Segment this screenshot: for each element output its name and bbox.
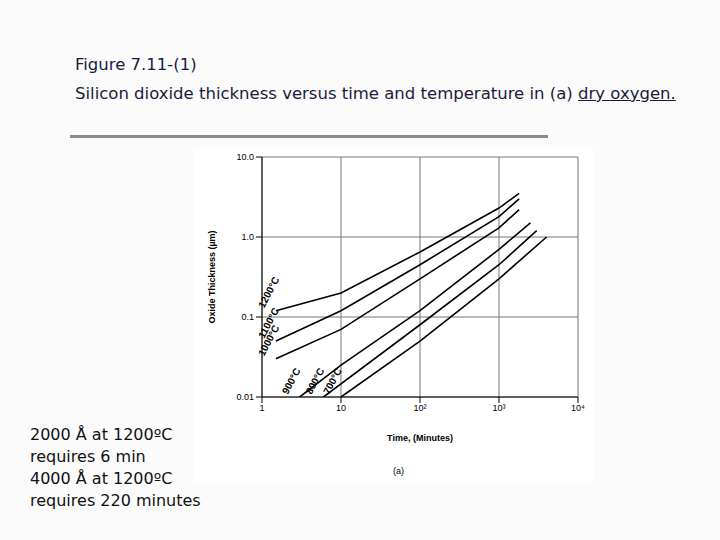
html-text:4000 Å at 1200ºC: 4000 Å at 1200ºC <box>30 469 173 488</box>
svg-text:1.0: 1.0 <box>241 232 254 242</box>
html-text:requires 6 min: requires 6 min <box>30 447 146 466</box>
svg-text:800°C: 800°C <box>303 366 327 396</box>
svg-text:10⁴: 10⁴ <box>571 403 585 413</box>
svg-text:0.1: 0.1 <box>241 312 254 322</box>
svg-text:1200°C: 1200°C <box>256 275 281 310</box>
svg-text:10.0: 10.0 <box>236 152 254 162</box>
svg-text:10³: 10³ <box>492 403 505 413</box>
html-text:(a): (a) <box>393 466 404 476</box>
svg-text:0.01: 0.01 <box>236 392 254 402</box>
svg-text:900°C: 900°C <box>280 366 303 396</box>
html-text:2000 Å at 1200ºC: 2000 Å at 1200ºC <box>30 425 173 444</box>
svg-text:1: 1 <box>259 403 264 413</box>
svg-text:1100°C: 1100°C <box>256 305 282 340</box>
svg-text:10²: 10² <box>413 403 426 413</box>
html-text:requires 220 minutes: requires 220 minutes <box>30 491 201 510</box>
svg-text:1000°C: 1000°C <box>256 323 281 358</box>
html-text:Silicon dioxide thickness vers: Silicon dioxide thickness versus time an… <box>75 84 676 103</box>
svg-text:700°C: 700°C <box>321 366 344 396</box>
svg-text:Oxide Thickness (µm): Oxide Thickness (µm) <box>207 230 217 323</box>
svg-text:10: 10 <box>336 403 346 413</box>
html-text:Figure 7.11-(1): Figure 7.11-(1) <box>75 55 197 74</box>
svg-text:Time, (Minutes): Time, (Minutes) <box>387 433 453 443</box>
